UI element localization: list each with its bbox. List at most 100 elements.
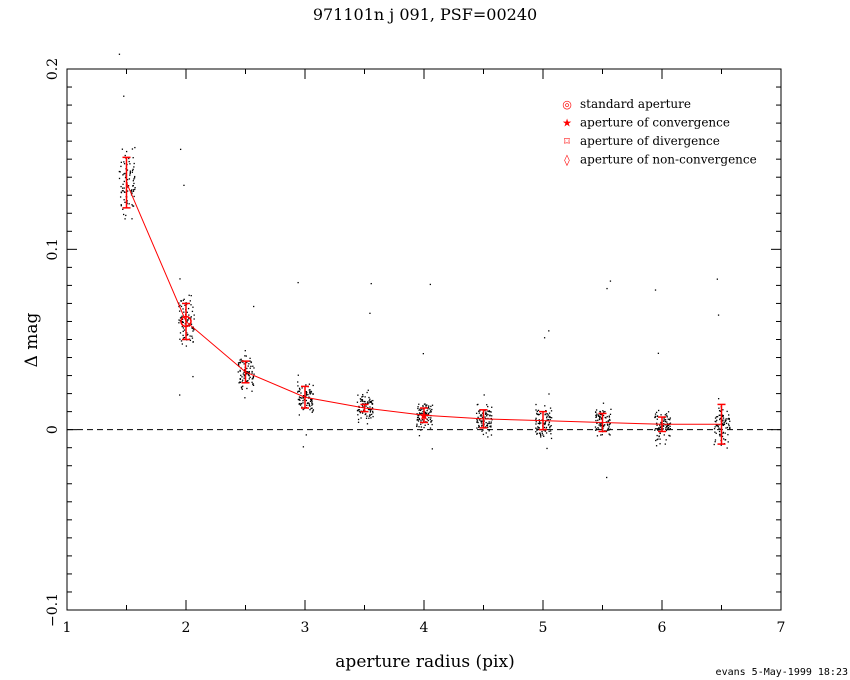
scatter-point [249, 357, 251, 359]
scatter-point [119, 171, 121, 173]
scatter-point [361, 399, 364, 401]
scatter-point [245, 355, 247, 357]
scatter-point [133, 162, 135, 165]
scatter-point [722, 409, 724, 411]
scatter-point [595, 429, 597, 431]
scatter-point [665, 439, 667, 441]
scatter-point [189, 339, 192, 342]
x-tick-label: 1 [63, 620, 72, 636]
scatter-point [124, 176, 127, 179]
scatter-point [663, 423, 665, 425]
scatter-point [309, 392, 311, 394]
scatter-point [310, 392, 312, 394]
scatter-point [476, 404, 478, 406]
scatter-point [180, 316, 182, 319]
scatter-point [486, 424, 489, 427]
scatter-point [716, 278, 719, 280]
scatter-point [478, 426, 480, 428]
scatter-point [607, 420, 610, 422]
scatter-point [424, 411, 426, 414]
scatter-point [541, 430, 543, 433]
scatter-point [654, 428, 657, 430]
scatter-point [489, 410, 491, 413]
scatter-point [422, 352, 425, 355]
scatter-point [425, 404, 427, 407]
scatter-point [544, 422, 546, 425]
scatter-point [359, 412, 362, 414]
scatter-point [546, 413, 549, 415]
scatter-point [362, 402, 364, 405]
scatter-point [429, 411, 431, 413]
scatter-point [128, 157, 130, 160]
scatter-point [597, 419, 599, 421]
scatter-point [184, 304, 186, 306]
scatter-point [487, 413, 489, 416]
scatter-point [243, 363, 245, 365]
scatter-point [535, 423, 537, 425]
scatter-point [133, 178, 135, 180]
scatter-point [181, 318, 184, 321]
scatter-point [131, 191, 133, 193]
scatter-point [491, 419, 493, 421]
scatter-point [663, 434, 665, 436]
mean-curve-line [126, 182, 722, 425]
scatter-point [596, 422, 598, 424]
scatter-point [120, 165, 122, 168]
scatter-point [297, 385, 299, 387]
scatter-point [722, 420, 724, 422]
scatter-point [179, 304, 181, 306]
scatter-point [431, 404, 434, 406]
scatter-point [372, 399, 374, 402]
scatter-point [606, 429, 608, 432]
scatter-point [546, 417, 548, 419]
legend-label: aperture of convergence [580, 116, 730, 130]
scatter-point [594, 411, 597, 413]
scatter-point [729, 426, 731, 429]
scatter-point [714, 431, 716, 433]
scatter-point [186, 319, 189, 321]
scatter-point [237, 364, 240, 366]
scatter-point [182, 334, 184, 337]
scatter-point [301, 387, 303, 389]
scatter-point [485, 413, 487, 415]
scatter-point [726, 426, 729, 429]
scatter-point [722, 431, 725, 434]
scatter-point [654, 415, 657, 417]
scatter-point [252, 378, 254, 380]
scatter-point [659, 443, 661, 445]
scatter-point [302, 446, 305, 448]
scatter-point [302, 399, 304, 402]
scatter-point [724, 432, 726, 434]
scatter-point [477, 410, 480, 412]
scatter-point [367, 406, 369, 409]
scatter-point [243, 374, 246, 376]
y-tick-label: −0.1 [45, 593, 61, 627]
scatter-point [422, 410, 424, 413]
scatter-point [371, 402, 373, 405]
scatter-point [247, 365, 249, 367]
chart-title: 971101n j 091, PSF=00240 [313, 5, 537, 24]
scatter-point [426, 412, 428, 414]
scatter-point [535, 431, 537, 433]
scatter-point [123, 173, 125, 175]
scatter-point [302, 408, 304, 411]
x-tick-label: 3 [301, 620, 310, 636]
scatter-point [306, 404, 308, 407]
scatter-point [727, 441, 729, 443]
scatter-point [369, 398, 371, 400]
scatter-point [310, 391, 313, 393]
scatter-point [131, 169, 134, 172]
scatter-point [721, 414, 724, 416]
scatter-point [717, 314, 720, 316]
scatter-point [725, 422, 728, 425]
scatter-point [719, 410, 722, 412]
scatter-point [362, 395, 364, 398]
scatter-point [429, 427, 432, 429]
scatter-point [725, 418, 727, 420]
scatter-point [486, 425, 488, 427]
scatter-point [490, 425, 492, 427]
scatter-point [132, 184, 134, 187]
scatter-point [252, 383, 254, 385]
scatter-point [666, 421, 668, 423]
